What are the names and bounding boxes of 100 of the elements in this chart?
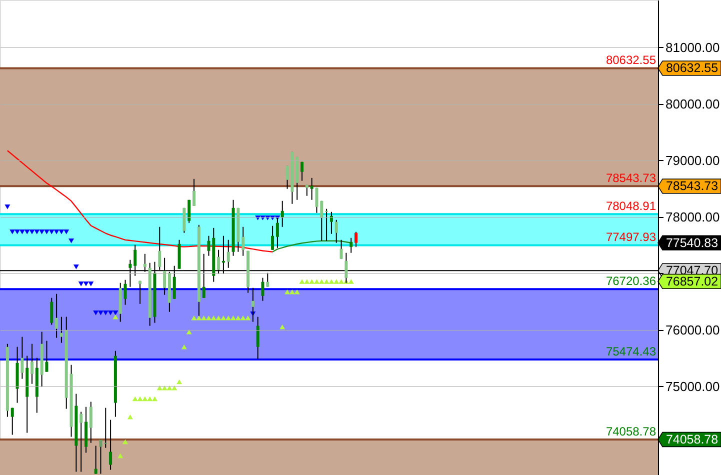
point xyxy=(48,229,54,234)
point xyxy=(98,310,104,316)
point xyxy=(309,279,315,284)
point xyxy=(280,324,286,330)
point xyxy=(73,264,79,270)
point xyxy=(142,396,148,402)
candlestick xyxy=(256,316,260,360)
point xyxy=(260,216,266,220)
text: 80632.55 xyxy=(666,61,718,76)
candlestick xyxy=(60,316,63,344)
point xyxy=(162,385,168,390)
line-series xyxy=(272,240,352,252)
y-tick-label: 80000.00 xyxy=(666,96,720,112)
candlestick xyxy=(124,279,127,306)
candlestick xyxy=(192,178,196,206)
point xyxy=(216,316,222,320)
point xyxy=(176,379,182,384)
point xyxy=(39,229,45,234)
candlestick xyxy=(188,199,191,224)
candlestick xyxy=(50,297,54,326)
point xyxy=(29,229,35,234)
candlestick xyxy=(261,277,264,302)
point xyxy=(201,316,207,320)
line-series xyxy=(6,150,274,252)
text: 77540.83 xyxy=(666,236,718,250)
point xyxy=(132,396,138,402)
point xyxy=(4,204,10,210)
candlestick xyxy=(109,419,112,470)
candlestick xyxy=(182,207,186,234)
candlestick xyxy=(340,239,343,260)
point xyxy=(19,229,25,234)
point xyxy=(156,385,162,390)
point xyxy=(196,316,202,320)
point xyxy=(324,279,330,284)
point xyxy=(88,282,94,286)
candlestick xyxy=(226,239,230,268)
candlestick xyxy=(300,161,304,182)
point xyxy=(44,229,50,234)
candlestick xyxy=(99,439,102,474)
text: 78543.73 xyxy=(666,179,718,194)
candlestick xyxy=(80,411,83,472)
point xyxy=(137,396,143,402)
candlestick xyxy=(207,235,210,256)
point xyxy=(328,279,334,284)
candlestick xyxy=(266,272,270,288)
point xyxy=(284,289,290,294)
y-tick-label: 78000.00 xyxy=(666,209,720,224)
point xyxy=(240,316,246,320)
point xyxy=(58,229,64,234)
ref-line-label: 75474.43 xyxy=(606,344,656,359)
y-tick-label: 81000.00 xyxy=(666,40,720,55)
point xyxy=(348,279,354,284)
candlestick xyxy=(310,177,314,200)
point xyxy=(34,229,40,234)
point xyxy=(181,344,187,350)
point xyxy=(304,279,310,284)
point xyxy=(172,385,178,390)
point xyxy=(210,316,216,320)
point xyxy=(338,279,344,284)
candlestick xyxy=(10,407,14,436)
point xyxy=(24,229,30,234)
candlestick xyxy=(354,231,358,248)
point xyxy=(147,396,153,402)
point xyxy=(102,310,108,316)
ref-line-label: 76720.36 xyxy=(606,274,656,288)
point xyxy=(255,216,261,220)
point xyxy=(14,229,20,234)
candlestick xyxy=(350,237,353,254)
point xyxy=(68,238,74,244)
candlestick xyxy=(138,280,142,304)
ref-line-label: 77497.93 xyxy=(606,230,656,244)
point xyxy=(289,289,295,294)
point xyxy=(64,229,70,234)
ref-line-label: 74058.78 xyxy=(606,424,656,438)
point xyxy=(118,453,124,458)
candlestick xyxy=(94,445,98,474)
candlestick xyxy=(271,225,274,250)
point xyxy=(186,329,192,334)
candlestick xyxy=(242,226,245,256)
y-tick-label: 75000.00 xyxy=(666,378,720,394)
point xyxy=(318,279,324,284)
candlestick xyxy=(315,187,318,214)
y-tick-label: 76000.00 xyxy=(666,322,720,338)
ref-line-label: 78543.73 xyxy=(606,171,656,186)
point xyxy=(112,314,118,320)
candlestick xyxy=(55,293,58,338)
y-tick-label: 79000.00 xyxy=(666,152,720,168)
candlestick xyxy=(30,343,34,384)
point xyxy=(83,282,89,286)
candlestick xyxy=(330,211,333,234)
candlestick xyxy=(251,287,254,322)
point xyxy=(166,385,172,390)
candlestick xyxy=(104,407,108,448)
candlestick xyxy=(334,219,338,244)
point xyxy=(10,229,16,234)
candlestick xyxy=(325,208,328,242)
point xyxy=(299,279,305,284)
point xyxy=(127,414,133,420)
point xyxy=(93,310,99,316)
point xyxy=(264,216,270,220)
